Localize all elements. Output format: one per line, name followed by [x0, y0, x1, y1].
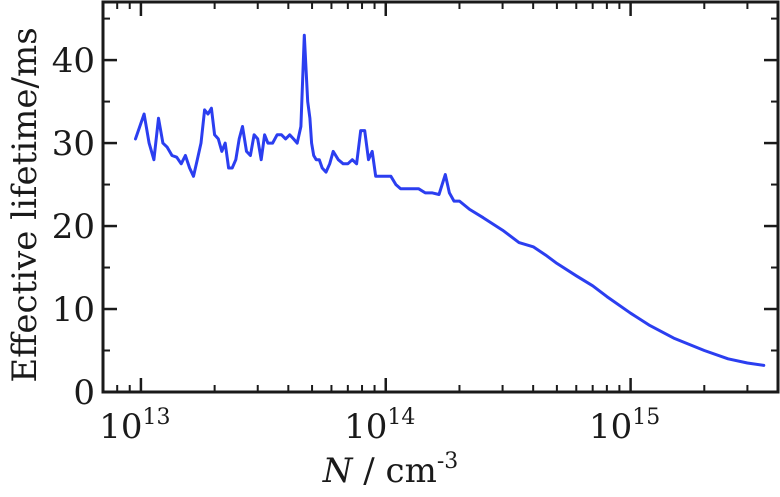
x-axis-label-exp: -3: [437, 449, 458, 474]
y-tick-label: 10: [52, 290, 95, 330]
x-tick-label-exponent: 14: [387, 405, 415, 430]
x-ticks: 1013 1014 1015: [99, 2, 779, 447]
x-axis-label-unit: cm: [386, 451, 437, 491]
x-tick-label: 1013: [99, 405, 170, 447]
x-tick-label-exponent: 13: [143, 405, 171, 430]
x-axis-label-var: N: [322, 451, 354, 491]
y-ticks: 0 10 20 30 40: [52, 17, 778, 413]
plot-frame: [101, 0, 780, 394]
lifetime-series-line: [134, 33, 766, 367]
x-tick-label-base: 10: [344, 407, 387, 447]
y-tick-label: 30: [52, 124, 95, 164]
x-tick-label-base: 10: [589, 407, 632, 447]
y-tick-label: 40: [52, 41, 95, 81]
y-axis-label: Effective lifetime/ms: [5, 27, 45, 382]
x-tick-label-base: 10: [99, 407, 142, 447]
x-tick-label: 1015: [589, 405, 660, 447]
x-tick-label-exponent: 15: [632, 405, 660, 430]
x-axis-label: N / cm-3: [322, 449, 459, 491]
x-axis-label-sep: /: [352, 451, 385, 491]
y-tick-label: 0: [73, 373, 95, 413]
x-tick-label: 1014: [344, 405, 415, 447]
y-tick-label: 20: [52, 207, 95, 247]
